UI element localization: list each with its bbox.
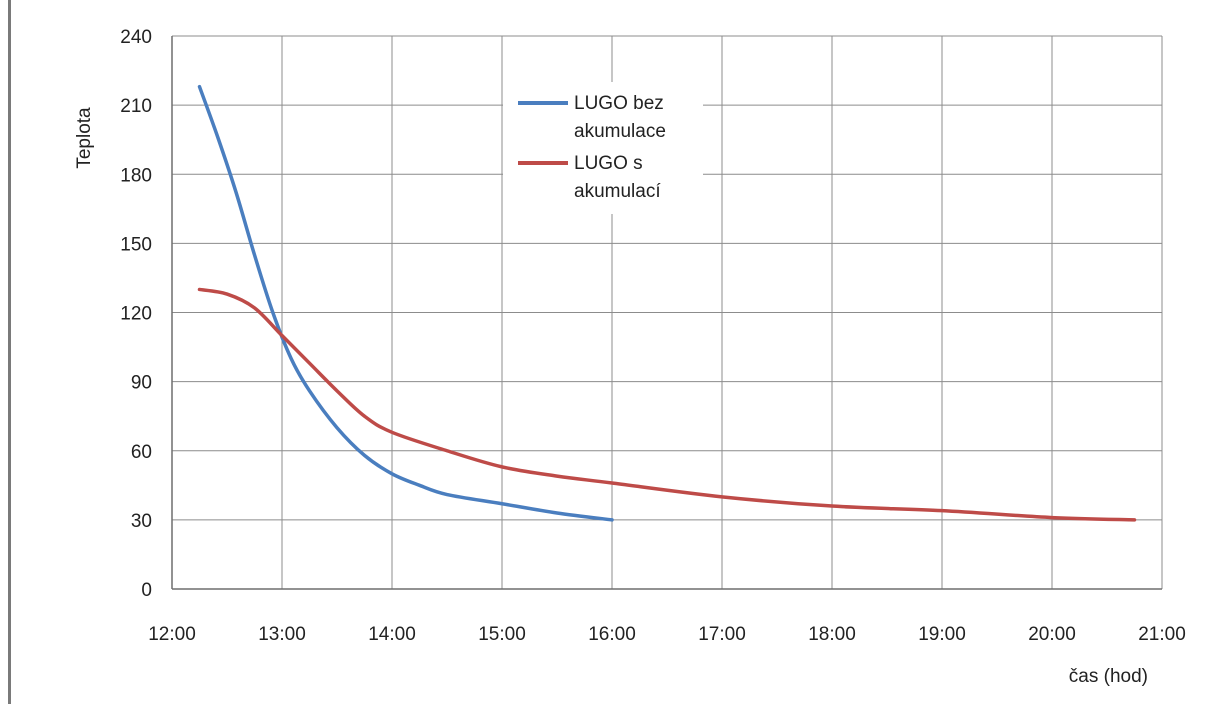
left-border-rule (8, 0, 11, 704)
x-tick-label: 20:00 (1028, 624, 1076, 645)
series-line-2 (197, 287, 1137, 522)
x-tick-label: 16:00 (588, 624, 636, 645)
y-tick-label: 150 (120, 234, 152, 255)
x-tick-label: 17:00 (698, 624, 746, 645)
x-tick-label: 21:00 (1138, 624, 1186, 645)
x-tick-label: 12:00 (148, 624, 196, 645)
x-tick-label: 15:00 (478, 624, 526, 645)
y-axis-label: Teplota (74, 107, 95, 169)
series-line-1 (197, 84, 614, 522)
x-tick-label: 13:00 (258, 624, 306, 645)
y-tick-label: 240 (120, 27, 152, 48)
y-tick-labels: 0 30 60 90 120 150 180 210 240 (120, 27, 152, 601)
y-tick-label: 60 (131, 442, 152, 463)
y-tick-label: 120 (120, 304, 152, 325)
legend-label: LUGO bez (574, 93, 664, 114)
legend-label: akumulace (574, 121, 666, 142)
legend: LUGO bez akumulace LUGO s akumulací (503, 82, 703, 214)
x-tick-label: 19:00 (918, 624, 966, 645)
y-tick-label: 90 (131, 373, 152, 394)
y-tick-label: 0 (141, 580, 152, 601)
x-axis-label: čas (hod) (1069, 666, 1148, 687)
y-tick-label: 30 (131, 511, 152, 532)
series-lines (197, 84, 1137, 522)
y-tick-label: 210 (120, 96, 152, 117)
x-tick-label: 14:00 (368, 624, 416, 645)
y-tick-label: 180 (120, 165, 152, 186)
axes (171, 36, 1162, 590)
x-tick-label: 18:00 (808, 624, 856, 645)
x-tick-labels: 12:00 13:00 14:00 15:00 16:00 17:00 18:00 19:00… (148, 624, 1186, 645)
legend-label: akumulací (574, 181, 661, 202)
legend-label: LUGO s (574, 153, 643, 174)
